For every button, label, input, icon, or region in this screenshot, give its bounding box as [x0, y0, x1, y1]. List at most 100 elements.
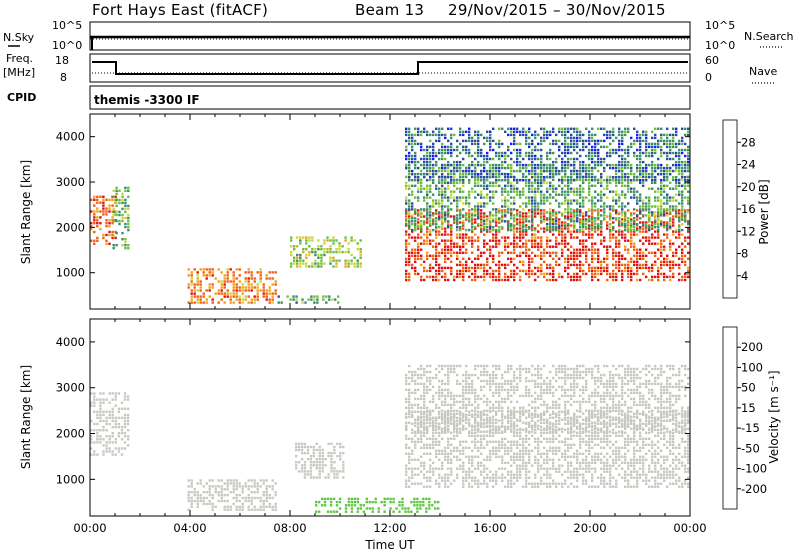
scatter-cell [277, 295, 280, 298]
scatter-cell [486, 226, 489, 229]
scatter-cell [603, 211, 606, 214]
scatter-cell [504, 245, 507, 248]
scatter-cell [474, 428, 477, 431]
scatter-cell [223, 482, 226, 485]
scatter-cell [477, 455, 480, 458]
scatter-cell [303, 445, 307, 449]
scatter-cell [468, 130, 471, 133]
scatter-cell [648, 217, 651, 220]
scatter-cell [618, 266, 621, 270]
scatter-cell [480, 464, 483, 467]
scatter-cell [507, 181, 510, 184]
scatter-cell [459, 181, 462, 184]
scatter-cell [558, 193, 561, 196]
scatter-cell [681, 190, 684, 193]
scatter-cell [591, 226, 594, 229]
scatter-cell [669, 245, 672, 248]
scatter-cell [332, 239, 335, 242]
scatter-cell [480, 205, 483, 208]
scatter-cell [495, 169, 498, 173]
scatter-cell [552, 269, 555, 273]
scatter-cell [480, 179, 483, 182]
scatter-cell [342, 445, 345, 449]
scatter-cell [492, 233, 495, 236]
scatter-cell [675, 211, 678, 214]
scatter-cell [405, 269, 408, 273]
scatter-cell [124, 210, 127, 214]
scatter-cell [423, 233, 426, 236]
scatter-cell [570, 163, 573, 167]
scatter-cell [585, 254, 588, 257]
scatter-cell [315, 458, 318, 461]
scatter-cell [657, 226, 660, 229]
scatter-cell [327, 454, 330, 458]
scatter-cell [546, 266, 549, 270]
scatter-cell [630, 212, 633, 215]
scatter-cell [579, 230, 582, 233]
scatter-cell [93, 392, 96, 395]
scatter-cell [591, 272, 594, 276]
scatter-cell [420, 482, 423, 485]
scatter-cell [465, 251, 468, 254]
scatter-cell [561, 239, 564, 242]
scatter-cell [468, 205, 471, 208]
scatter-cell [187, 283, 190, 286]
scatter-cell [423, 266, 426, 270]
scatter-cell [507, 133, 510, 137]
scatter-cell [327, 476, 330, 479]
scatter-cell [525, 248, 528, 251]
scatter-cell [501, 127, 504, 130]
scatter-cell [229, 505, 232, 508]
scatter-cell [105, 210, 108, 213]
scatter-cell [669, 217, 672, 220]
scatter-cell [426, 208, 429, 211]
scatter-cell [438, 266, 441, 270]
scatter-cell [606, 251, 609, 254]
scatter-cell [537, 190, 540, 193]
scatter-cell [462, 440, 465, 443]
scatter-cell [672, 233, 675, 236]
colorbar-tick-label: 16 [741, 202, 756, 216]
scatter-cell [462, 169, 465, 173]
scatter-cell [223, 488, 226, 491]
scatter-cell [540, 181, 543, 184]
scatter-cell [606, 175, 609, 179]
scatter-cell [576, 220, 579, 223]
scatter-cell [417, 172, 420, 176]
scatter-cell [426, 233, 429, 236]
scatter-cell [555, 226, 558, 229]
scatter-cell [513, 224, 516, 227]
scatter-cell [651, 136, 654, 140]
scatter-cell [426, 148, 429, 152]
scatter-cell [615, 263, 618, 267]
scatter-cell [429, 145, 432, 149]
scatter-cell [99, 410, 102, 413]
scatter-cell [633, 248, 636, 251]
scatter-cell [645, 151, 648, 155]
scatter-cell [579, 278, 582, 282]
scatter-cell [645, 230, 648, 233]
scatter-cell [450, 248, 453, 251]
scatter-cell [414, 482, 417, 485]
scatter-cell [558, 275, 561, 279]
scatter-cell [534, 136, 537, 140]
scatter-cell [414, 223, 417, 226]
scatter-cell [552, 257, 555, 260]
scatter-cell [124, 204, 127, 208]
scatter-cell [531, 239, 534, 242]
scatter-cell [480, 254, 483, 257]
scatter-cell [564, 260, 567, 263]
scatter-cell [528, 181, 531, 184]
scatter-cell [666, 223, 669, 226]
scatter-cell [420, 254, 423, 257]
scatter-cell [528, 272, 531, 276]
scatter-cell [651, 266, 654, 270]
scatter-cell [660, 154, 663, 158]
scatter-cell [615, 236, 618, 239]
scatter-cell [588, 166, 591, 170]
scatter-cell [483, 142, 486, 146]
scatter-cell [531, 242, 534, 245]
scatter-cell [666, 133, 669, 137]
scatter-cell [552, 226, 555, 229]
scatter-cell [241, 485, 244, 488]
